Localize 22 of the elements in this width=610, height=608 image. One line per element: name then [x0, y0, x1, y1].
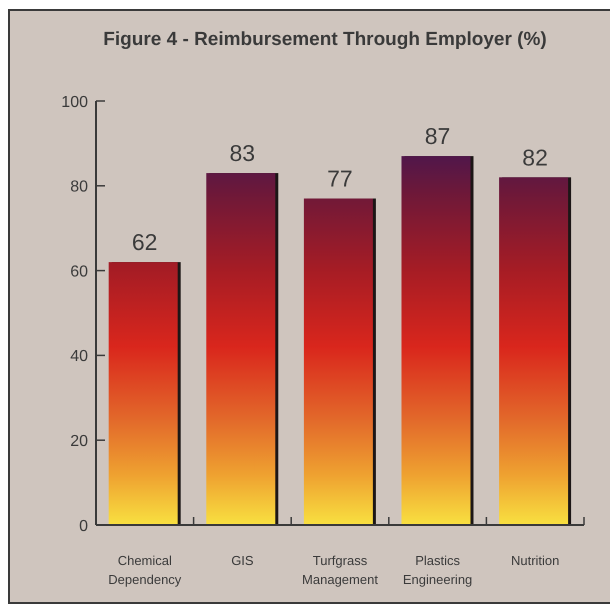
bar: [206, 173, 276, 525]
y-tick-label: 20: [70, 432, 88, 450]
y-tick-label: 100: [61, 94, 88, 111]
data-label: 82: [522, 144, 548, 170]
y-tick-label: 60: [70, 263, 88, 280]
bar: [304, 198, 373, 525]
bar: [108, 262, 178, 525]
x-tick-label: Chemical Dependency: [108, 553, 182, 587]
y-tick-label: 0: [79, 518, 88, 535]
y-tick-label: 40: [70, 348, 88, 366]
chart-title: Figure 4 - Reimbursement Through Employer (%): [102, 28, 548, 52]
data-label: 62: [132, 229, 158, 256]
data-label: 77: [327, 166, 353, 192]
bar: [401, 156, 470, 525]
data-label: 87: [424, 123, 450, 150]
x-tick-label: Turfgrass Management: [302, 553, 378, 587]
data-label: 83: [229, 140, 256, 166]
bar: [499, 177, 568, 525]
x-tick-label: Plastics Engineering: [402, 553, 472, 587]
x-tick-label: GIS: [231, 553, 254, 568]
x-tick-label: Nutrition: [510, 553, 560, 568]
y-tick-label: 80: [70, 178, 88, 196]
